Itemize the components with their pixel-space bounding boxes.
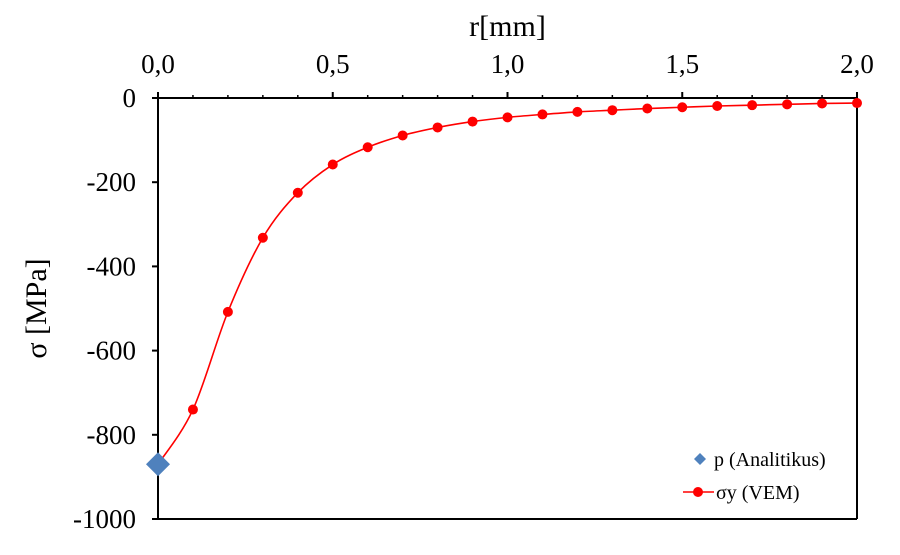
- data-point-sigma-y: [607, 105, 618, 116]
- data-point-sigma-y: [467, 116, 478, 127]
- data-point-sigma-y: [642, 103, 653, 114]
- x-tick-label: 0,0: [141, 49, 175, 79]
- data-point-sigma-y: [397, 130, 408, 141]
- y-tick-label: -1000: [73, 504, 136, 534]
- data-point-analitikus: [146, 452, 170, 477]
- data-point-sigma-y: [327, 159, 338, 170]
- data-point-sigma-y: [677, 102, 688, 113]
- x-tick-label: 2,0: [840, 49, 874, 79]
- ticks-group: 0,0 0,5 1,0 1,5 2,0 0 -200 -400 -600 -800 -1000: [73, 49, 874, 534]
- y-tick-label: -200: [87, 167, 137, 197]
- y-tick-label: -400: [87, 251, 137, 281]
- data-point-sigma-y: [432, 122, 443, 133]
- x-tick-label: 1,0: [491, 49, 525, 79]
- data-point-sigma-y: [222, 306, 233, 317]
- data-point-sigma-y: [537, 109, 548, 120]
- legend-marker-analitikus: [694, 453, 706, 465]
- legend-marker-sigma-y: [693, 487, 703, 497]
- x-tick-label: 1,5: [665, 49, 699, 79]
- y-axis-title: σ [MPa]: [20, 258, 53, 358]
- data-point-sigma-y: [502, 112, 513, 123]
- data-point-sigma-y: [362, 142, 373, 153]
- data-point-sigma-y: [712, 100, 723, 111]
- x-axis-title: r[mm]: [469, 10, 546, 43]
- data-point-sigma-y: [572, 106, 583, 117]
- data-point-sigma-y: [187, 404, 198, 415]
- data-point-sigma-y: [257, 232, 268, 243]
- data-point-sigma-y: [782, 99, 793, 110]
- data-point-sigma-y: [817, 98, 828, 109]
- legend-label-sigma-y: σy (VEM): [716, 482, 800, 504]
- legend: p (Analitikus) σy (VEM): [683, 449, 826, 504]
- legend-label-analitikus: p (Analitikus): [714, 449, 826, 471]
- series-line-sigma-y: [157, 102, 858, 465]
- series-markers-group: [146, 98, 862, 477]
- series-lines-group: [157, 102, 858, 465]
- y-tick-label: 0: [123, 83, 137, 113]
- y-tick-label: -800: [87, 420, 137, 450]
- x-tick-label: 0,5: [316, 49, 350, 79]
- y-tick-label: -600: [87, 336, 137, 366]
- data-point-sigma-y: [747, 100, 758, 111]
- data-point-sigma-y: [292, 187, 303, 198]
- data-point-sigma-y: [852, 98, 862, 109]
